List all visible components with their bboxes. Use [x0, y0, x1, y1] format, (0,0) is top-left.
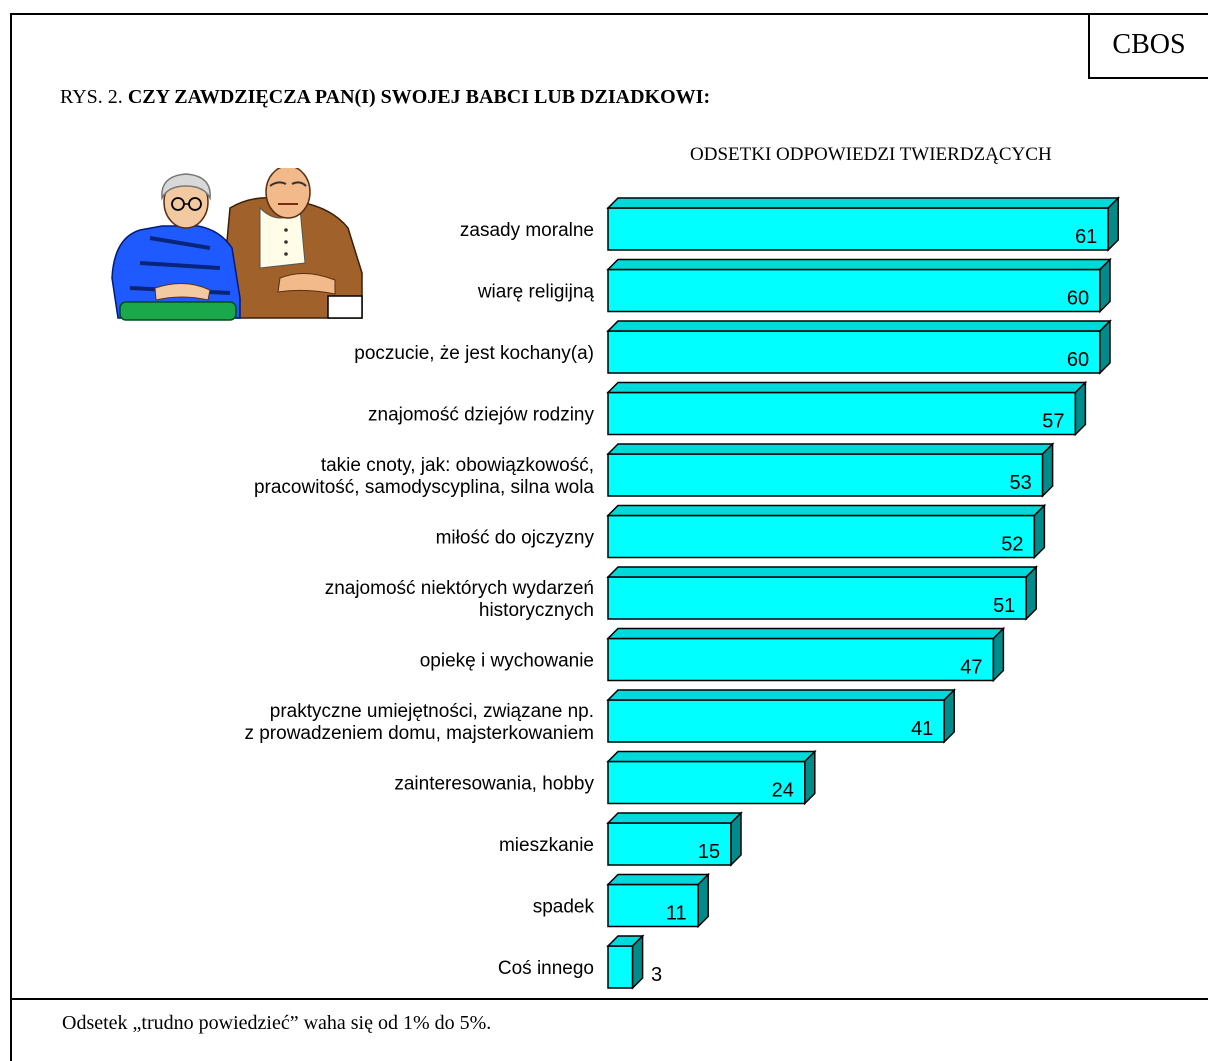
category-label: mieszkanie: [499, 835, 594, 856]
grandparents-clipart: [111, 168, 363, 321]
bar-value-label: 11: [666, 903, 687, 925]
bar-front: [607, 883, 699, 928]
footer-divider: [10, 998, 1208, 1000]
bar-side: [1099, 319, 1111, 375]
category-label: zainteresowania, hobby: [394, 774, 594, 795]
bar-chart: 61 zasady moralne 60 wiarę religijną 60 poczu…: [244, 196, 1121, 990]
bar-top: [606, 320, 1112, 332]
bar-side: [1025, 565, 1037, 621]
category-label: znajomość niektórych wydarzeń: [325, 578, 594, 599]
category-label: historycznych: [479, 600, 594, 621]
footnote: Odsetek „trudno powiedzieć” waha się od …: [62, 1012, 492, 1034]
category-label: znajomość dziejów rodziny: [368, 405, 594, 426]
bar-value-label: 41: [911, 718, 933, 740]
bar-side: [697, 872, 709, 929]
bar-top: [606, 873, 711, 886]
bar-front: [607, 207, 1109, 251]
bar-front: [607, 576, 1027, 620]
figure-question: CZY ZAWDZIĘCZA PAN(I) SWOJEJ BABCI LUB D…: [127, 86, 711, 108]
bar-row: 61 zasady moralne: [460, 196, 1121, 252]
bar-side: [1074, 380, 1087, 437]
bar-side: [943, 688, 955, 744]
bar-value-label: 47: [960, 657, 982, 679]
bar-top: [606, 689, 957, 701]
bar-row: 3 Coś innego: [498, 934, 662, 990]
bar-top: [606, 504, 1047, 517]
bar-front: [607, 760, 806, 805]
category-label: pracowitość, samodyscyplina, silna wola: [254, 477, 594, 498]
bar-value-label: 57: [1042, 411, 1064, 433]
bar-top: [606, 197, 1121, 209]
bar-front: [607, 391, 1077, 436]
category-label: z prowadzeniem domu, majsterkowaniem: [244, 723, 594, 744]
bar-side: [730, 811, 742, 867]
bar-row: 11 spadek: [533, 872, 711, 929]
bar-front: [607, 330, 1101, 374]
category-label: praktyczne umiejętności, związane np.: [270, 701, 594, 722]
bar-value-label: 52: [1001, 534, 1023, 556]
bar-value-label: 60: [1067, 288, 1089, 310]
bar-side: [1033, 503, 1046, 560]
bar-row: 15 mieszkanie: [499, 811, 743, 867]
bar-top: [606, 812, 743, 824]
category-label: miłość do ojczyzny: [436, 528, 595, 549]
bar-row: 53 takie cnoty, jak: obowiązkowość,pracow…: [254, 442, 1055, 498]
bar-front: [607, 637, 995, 682]
bar-front: [607, 268, 1101, 313]
bar-row: 52 miłość do ojczyzny: [436, 503, 1047, 560]
bar-front: [607, 945, 634, 989]
bar-value-label: 24: [772, 780, 794, 802]
bar-front: [607, 514, 1036, 559]
category-label: Coś innego: [498, 958, 594, 979]
bar-side: [1041, 442, 1054, 498]
bar-front: [607, 699, 945, 743]
bar-front: [607, 453, 1044, 497]
bar-value-label: 61: [1075, 226, 1097, 248]
bar-top: [606, 258, 1112, 271]
bar-row: 51 znajomość niektórych wydarzeńhistorycz…: [325, 565, 1039, 621]
bar-side: [631, 934, 644, 990]
bar-value-label: 60: [1067, 349, 1089, 371]
chart-subtitle: ODSETKI ODPOWIEDZI TWIERDZĄCYCH: [690, 144, 1052, 165]
bar-side: [804, 749, 816, 806]
bar-row: 24 zainteresowania, hobby: [394, 749, 817, 806]
category-label: poczucie, że jest kochany(a): [354, 343, 594, 364]
bar-row: 60 poczucie, że jest kochany(a): [354, 319, 1112, 375]
bar-row: 57 znajomość dziejów rodziny: [368, 380, 1088, 437]
bar-side: [1107, 196, 1119, 252]
bar-top: [606, 443, 1055, 455]
cbos-badge: CBOS: [1088, 13, 1208, 79]
bar-row: 60 wiarę religijną: [477, 257, 1112, 314]
bar-value-label: 51: [993, 595, 1015, 617]
figure-number: RYS. 2.: [60, 86, 123, 108]
category-label: takie cnoty, jak: obowiązkowość,: [321, 455, 594, 476]
figure-title: RYS. 2. CZY ZAWDZIĘCZA PAN(I) SWOJEJ BAB…: [60, 86, 710, 109]
category-label: zasady moralne: [460, 220, 594, 241]
bar-row: 41 praktyczne umiejętności, związane np.z…: [244, 688, 957, 744]
chart-frame: [10, 13, 1208, 1061]
bar-top: [606, 750, 817, 763]
bar-row: 47 opiekę i wychowanie: [420, 626, 1006, 683]
bar-value-label: 53: [1009, 472, 1031, 494]
category-label: wiarę religijną: [477, 282, 595, 303]
category-label: opiekę i wychowanie: [420, 651, 594, 672]
category-label: spadek: [533, 897, 595, 918]
bar-top: [606, 381, 1088, 394]
bar-value-label: 3: [651, 964, 662, 986]
bar-top: [606, 627, 1006, 640]
bar-value-label: 15: [698, 841, 720, 863]
bar-front: [607, 822, 732, 866]
bar-side: [1099, 257, 1111, 314]
bar-side: [992, 626, 1005, 683]
bar-top: [606, 566, 1039, 578]
